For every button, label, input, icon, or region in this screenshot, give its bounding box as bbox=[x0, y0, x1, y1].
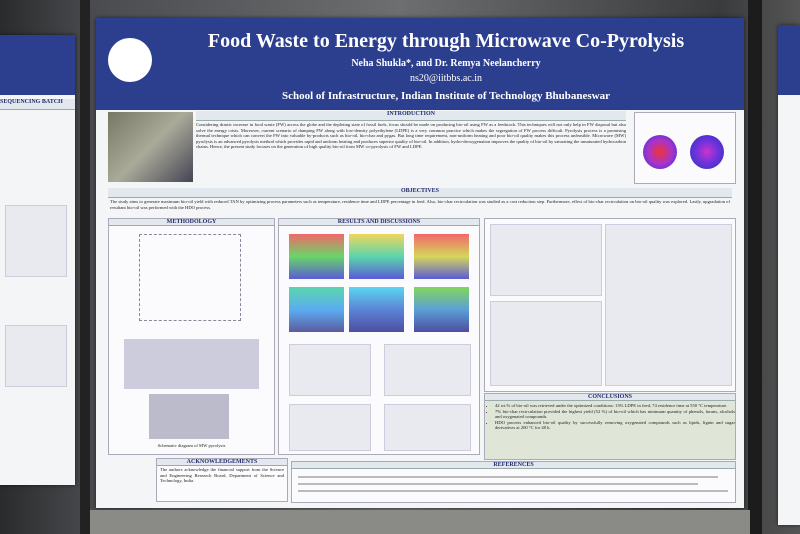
section-heading: ACKNOWLEDGEMENTS bbox=[157, 459, 287, 466]
email: ns20@iitbbs.ac.in bbox=[410, 73, 482, 84]
left-poster: SEQUENCING BATCH bbox=[0, 35, 75, 485]
header: Food Waste to Energy through Microwave C… bbox=[96, 18, 744, 110]
methodology: METHODOLOGY Schematic diagram of MW pyro… bbox=[108, 218, 275, 455]
section-heading: RESULTS AND DISCUSSIONS bbox=[279, 219, 479, 226]
references: REFERENCES bbox=[291, 461, 736, 503]
intro-text: Considering drastic increase in food was… bbox=[196, 122, 626, 150]
section-heading: METHODOLOGY bbox=[109, 219, 274, 226]
ack-text: The authors acknowledge the financial su… bbox=[160, 467, 284, 484]
results: RESULTS AND DISCUSSIONS bbox=[278, 218, 480, 455]
section-heading: INTRODUCTION bbox=[196, 111, 626, 121]
acknowledgements: ACKNOWLEDGEMENTS The authors acknowledge… bbox=[156, 458, 288, 502]
conclusion-bullet: 42 wt.% of bio-oil was retrieved under t… bbox=[495, 403, 735, 409]
authors: Neha Shukla*, and Dr. Remya Neelancherry bbox=[351, 58, 541, 69]
section-heading: OBJECTIVES bbox=[108, 188, 732, 198]
section-heading: REFERENCES bbox=[292, 462, 735, 469]
conclusion-bullet: 7% bio-char recirculation provided the h… bbox=[495, 409, 735, 420]
caption: Schematic diagram of MW pyrolysis bbox=[157, 443, 226, 448]
section-heading: CONCLUSIONS bbox=[485, 394, 735, 401]
objectives-text: The study aims to generate maximum bio-o… bbox=[110, 199, 730, 210]
affiliation: School of Infrastructure, Indian Institu… bbox=[281, 90, 610, 102]
conclusions: CONCLUSIONS 42 wt.% of bio-oil was retri… bbox=[484, 393, 736, 460]
left-heading: SEQUENCING BATCH bbox=[0, 99, 75, 110]
poster: Food Waste to Energy through Microwave C… bbox=[96, 18, 744, 508]
title: Food Waste to Energy through Microwave C… bbox=[207, 30, 685, 52]
conclusion-bullet: HDO process enhanced bio-oil quality by … bbox=[495, 420, 735, 431]
